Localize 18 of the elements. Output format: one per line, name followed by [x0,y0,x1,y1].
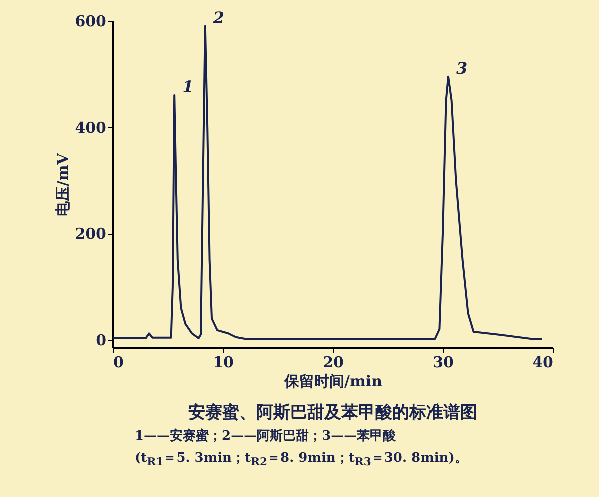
y-tick-label: 600 [75,12,106,30]
text: 安赛蜜、阿斯巴甜及苯甲酸的标准谱图 [188,402,478,423]
annotation: 3 [456,58,468,78]
y-tick-label: 400 [75,118,106,137]
annotation: 2 [212,8,225,28]
caption-note: 1——安赛蜜；2——阿斯巴甜；3——苯甲酸 [135,428,398,446]
y-tick-label: 200 [75,225,106,244]
x-tick-label: 20 [323,354,344,372]
line-series [112,25,543,340]
x-tick-label: 10 [213,354,234,372]
x-tick-label: 0 [114,354,124,372]
x-axis-title: 保留时间/min [284,372,383,390]
x-tick-label: 30 [433,354,454,372]
x-tick-label: 40 [532,354,554,372]
annotation: 1 [182,77,194,96]
caption-note: (t$_{R1}$＝5. 3min；t$_{R2}$＝8. 9min；t$_{R3}$＝30. 8min)。 [135,450,469,471]
y-tick-label: 0 [96,332,106,350]
y-axis-title: 电压/mV [54,153,72,216]
